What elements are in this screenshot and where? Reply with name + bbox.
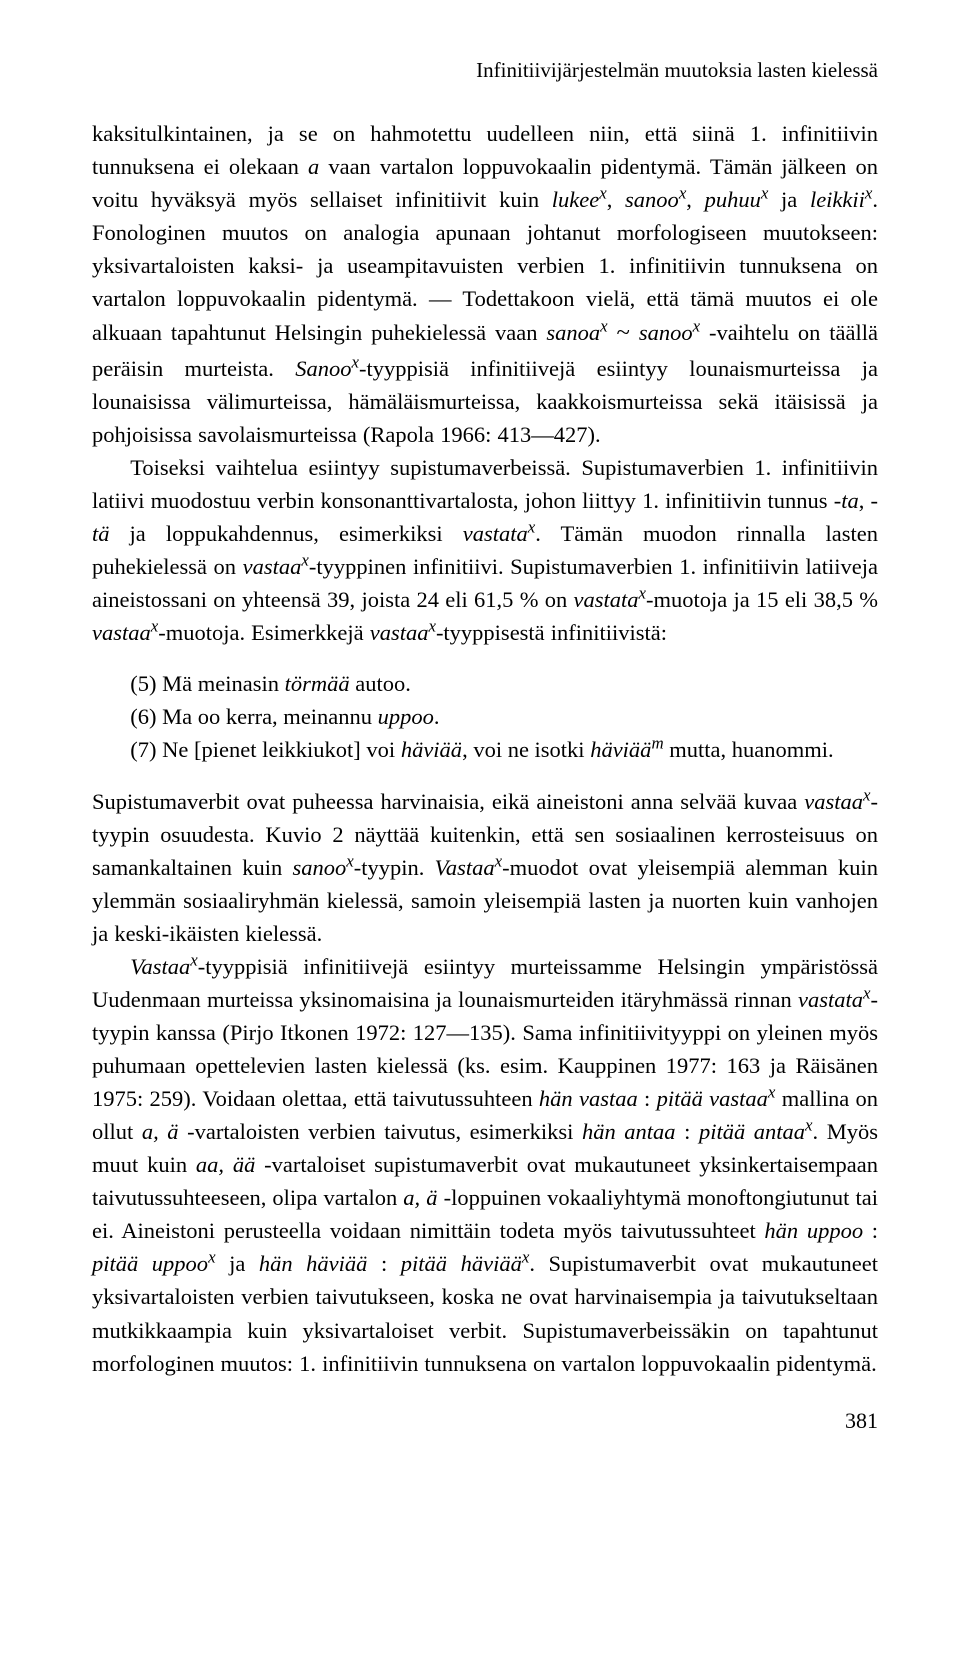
paragraph-4: Vastaax-tyyppisiä infinitiivejä esiintyy… xyxy=(92,950,878,1380)
paragraph-1: kaksitulkintainen, ja se on hahmotettu u… xyxy=(92,117,878,451)
paragraph-3: Supistumaverbit ovat puheessa harvinaisi… xyxy=(92,785,878,950)
page-number: 381 xyxy=(92,1408,878,1434)
example-7: (7) Ne [pienet leikkiukot] voi häviää, v… xyxy=(130,733,878,766)
example-5: (5) Mä meinasin törmää autoo. xyxy=(130,667,878,700)
paragraph-2: Toiseksi vaihtelua esiintyy supistumaver… xyxy=(92,451,878,649)
example-6: (6) Ma oo kerra, meinannu uppoo. xyxy=(130,700,878,733)
running-header: Infinitiivijärjestelmän muutoksia lasten… xyxy=(92,58,878,83)
example-list: (5) Mä meinasin törmää autoo. (6) Ma oo … xyxy=(130,667,878,766)
